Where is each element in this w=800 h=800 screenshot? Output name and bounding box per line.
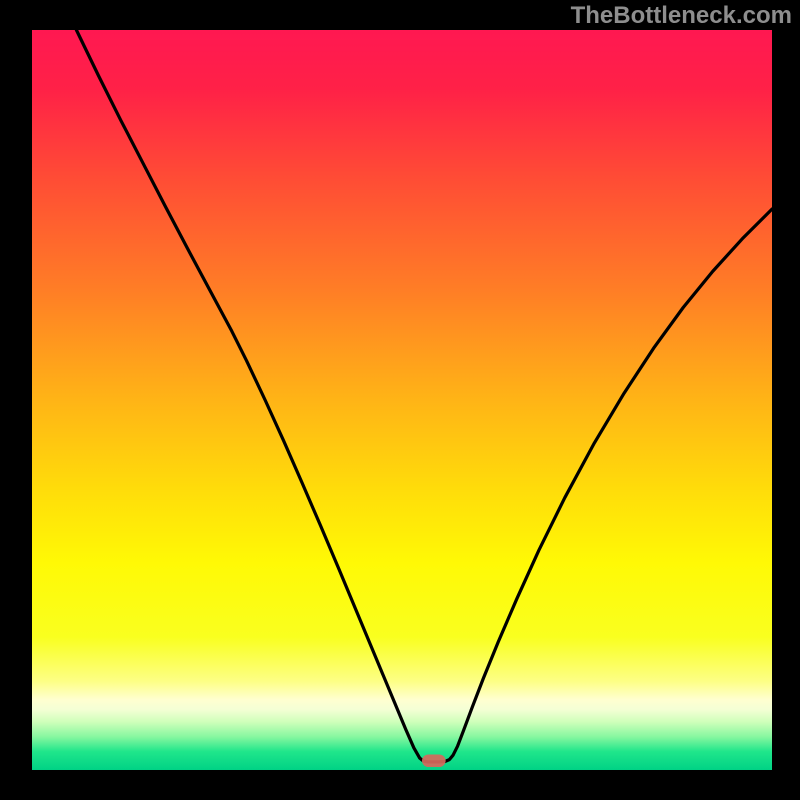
plot-background xyxy=(32,30,772,770)
minimum-marker xyxy=(422,754,446,767)
bottleneck-chart xyxy=(0,0,800,800)
chart-frame: TheBottleneck.com xyxy=(0,0,800,800)
